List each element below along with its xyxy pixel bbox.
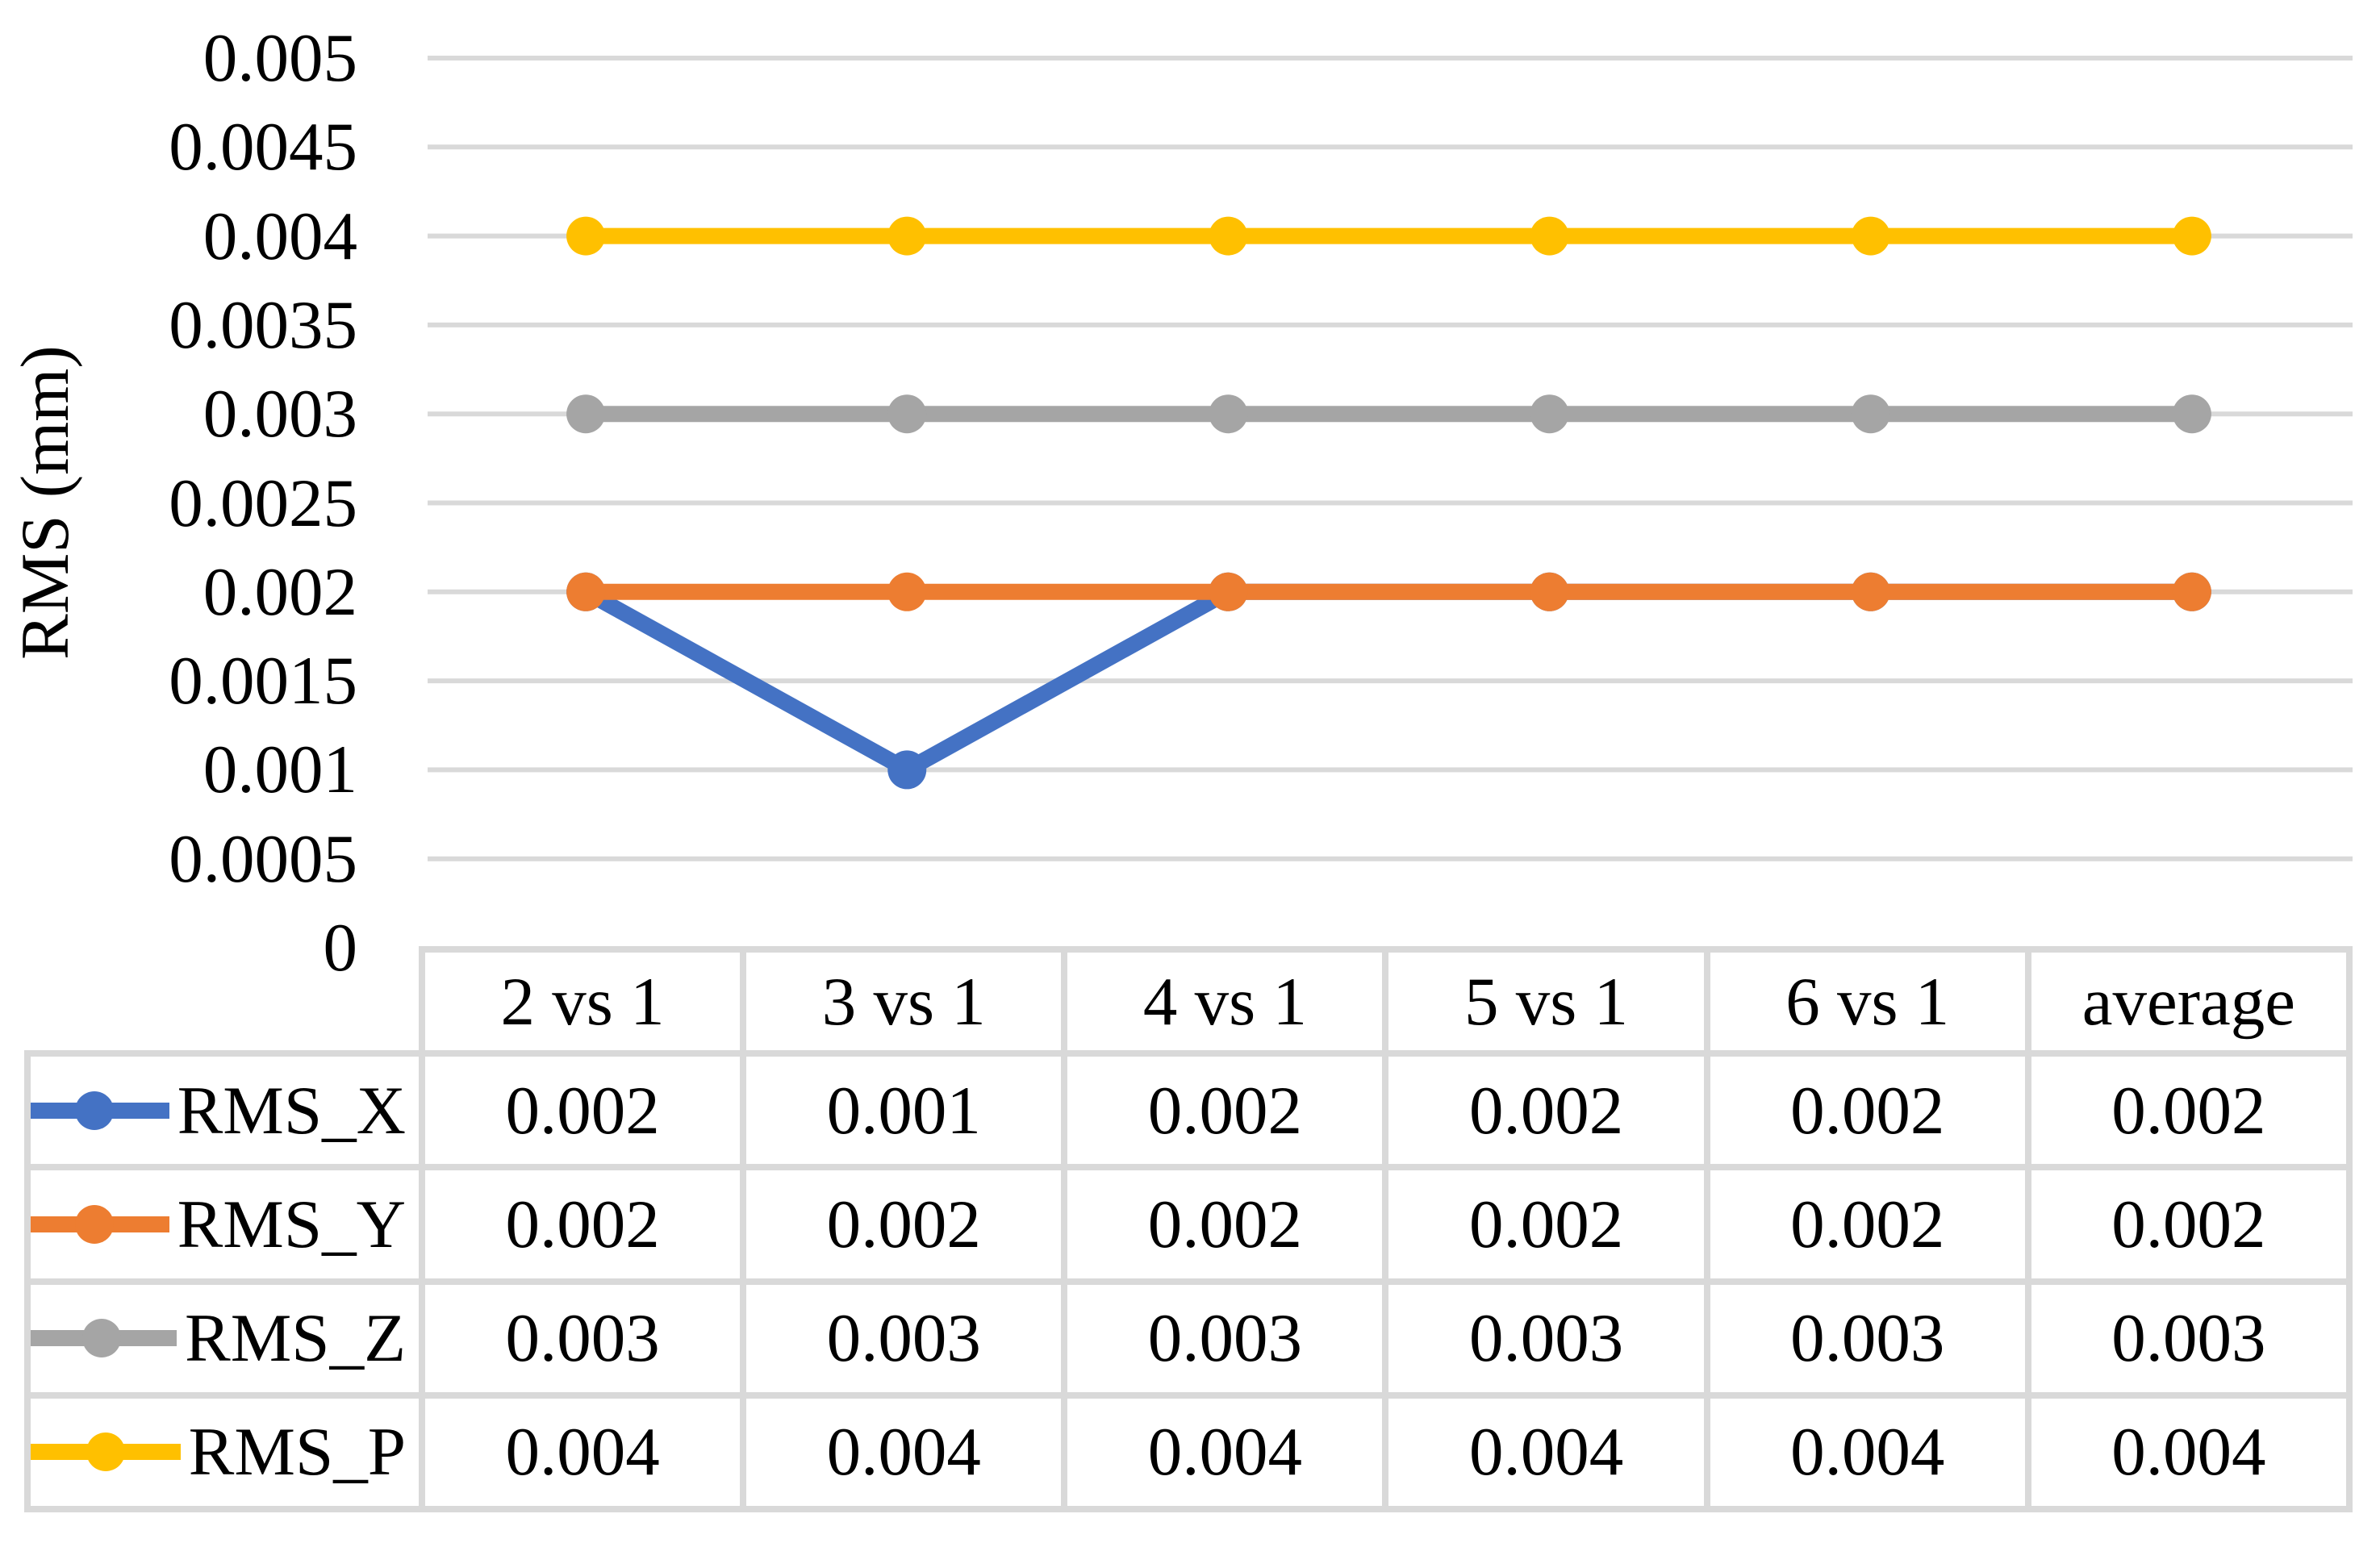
y-axis-tick-label: 0.0035: [169, 286, 357, 363]
value-cell: 0.002: [1067, 1170, 1389, 1285]
value-cell: 0.004: [1067, 1398, 1389, 1512]
legend-key-rms-x: [31, 1091, 169, 1130]
value-cell: 0.002: [1710, 1057, 2031, 1171]
value-cell: 0.003: [1067, 1284, 1389, 1399]
data-point-marker: [1530, 572, 1569, 611]
col-header-cell: 2 vs 1: [425, 946, 747, 1057]
value-cell: 0.002: [1067, 1057, 1389, 1171]
corner-cell: [24, 946, 425, 1057]
data-point-marker: [1851, 216, 1890, 256]
data-point-marker: [1209, 572, 1248, 611]
series-header-cell: RMS_P: [24, 1398, 425, 1512]
value-cell: 0.003: [1710, 1284, 2031, 1399]
data-point-marker: [1851, 572, 1890, 611]
legend-marker-icon: [86, 1432, 125, 1472]
series-name: RMS_P: [188, 1414, 406, 1491]
value-cell: 0.002: [425, 1057, 747, 1171]
data-point-marker: [1851, 394, 1890, 434]
col-header-cell: 5 vs 1: [1388, 946, 1710, 1057]
col-header-cell: 6 vs 1: [1710, 946, 2031, 1057]
value-cell: 0.004: [746, 1398, 1068, 1512]
series-name: RMS_Y: [177, 1186, 406, 1262]
legend-key-rms-y: [31, 1204, 169, 1244]
data-point-marker: [2172, 216, 2211, 256]
value-cell: 0.004: [425, 1398, 747, 1512]
y-axis-tick-label: 0: [323, 910, 358, 986]
series-header-cell: RMS_Y: [24, 1170, 425, 1285]
legend-key-rms-z: [31, 1319, 177, 1358]
value-cell: 0.003: [1388, 1284, 1710, 1399]
value-cell: 0.003: [2031, 1284, 2353, 1399]
value-cell: 0.002: [425, 1170, 747, 1285]
legend-marker-icon: [74, 1091, 114, 1130]
value-cell: 0.003: [746, 1284, 1068, 1399]
y-axis-tick-label: 0.002: [203, 553, 357, 630]
value-cell: 0.002: [746, 1170, 1068, 1285]
y-axis-tick-label: 0.001: [203, 732, 357, 808]
data-point-marker: [887, 572, 927, 611]
data-point-marker: [566, 394, 606, 434]
legend-marker-icon: [74, 1204, 114, 1244]
value-cell: 0.004: [2031, 1398, 2353, 1512]
y-axis-tick-label: 0.0025: [169, 465, 357, 541]
y-axis-tick-label: 0.003: [203, 376, 357, 452]
data-point-marker: [887, 750, 927, 790]
y-axis-tick-label: 0.005: [203, 20, 357, 96]
data-point-marker: [2172, 394, 2211, 434]
value-cell: 0.004: [1388, 1398, 1710, 1512]
col-header-cell: 3 vs 1: [746, 946, 1068, 1057]
data-table: 2 vs 1 3 vs 1 4 vs 1 5 vs 1 6 vs 1 avera…: [24, 946, 2353, 1512]
y-axis-tick-label: 0.0045: [169, 109, 357, 186]
value-cell: 0.002: [2031, 1170, 2353, 1285]
value-cell: 0.002: [1388, 1170, 1710, 1285]
legend-key-rms-p: [31, 1432, 181, 1472]
col-header-cell: 4 vs 1: [1067, 946, 1389, 1057]
data-point-marker: [1530, 394, 1569, 434]
value-cell: 0.002: [1388, 1057, 1710, 1171]
data-point-marker: [2172, 572, 2211, 611]
legend-marker-icon: [82, 1319, 122, 1358]
value-cell: 0.004: [1710, 1398, 2031, 1512]
value-cell: 0.002: [1710, 1170, 2031, 1285]
y-axis-tick-label: 0.004: [203, 198, 357, 274]
value-cell: 0.002: [2031, 1057, 2353, 1171]
col-header-cell: average: [2031, 946, 2353, 1057]
data-point-marker: [1530, 216, 1569, 256]
data-point-marker: [566, 572, 606, 611]
data-point-marker: [887, 394, 927, 434]
series-header-cell: RMS_X: [24, 1057, 425, 1171]
y-axis-tick-label: 0.0015: [169, 643, 357, 719]
value-cell: 0.003: [425, 1284, 747, 1399]
data-point-marker: [1209, 216, 1248, 256]
series-name: RMS_X: [177, 1072, 406, 1149]
series-name: RMS_Z: [185, 1300, 406, 1377]
data-point-marker: [1209, 394, 1248, 434]
series-header-cell: RMS_Z: [24, 1284, 425, 1399]
value-cell: 0.001: [746, 1057, 1068, 1171]
data-point-marker: [887, 216, 927, 256]
y-axis-tick-label: 0.0005: [169, 820, 357, 897]
data-point-marker: [566, 216, 606, 256]
